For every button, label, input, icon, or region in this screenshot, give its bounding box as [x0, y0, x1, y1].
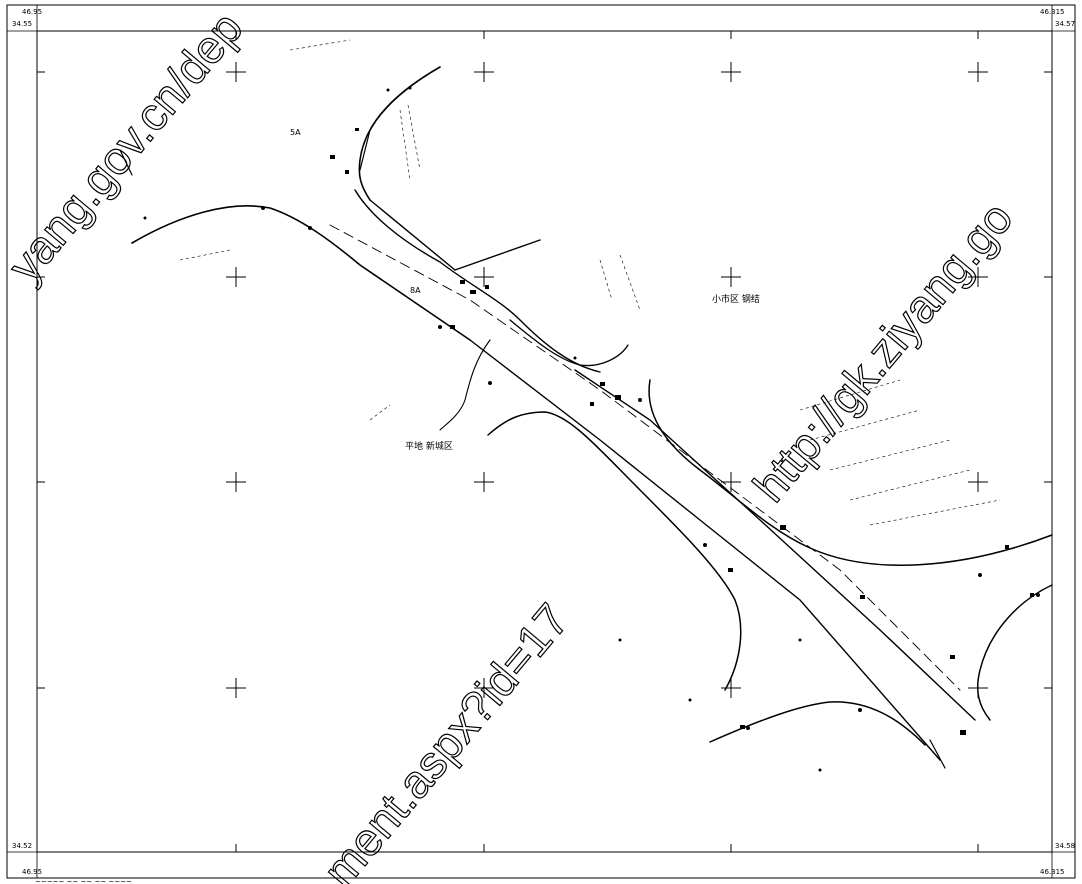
corner-coordinates: 46.95 34.55 46.315 34.57 34.52 46.95 34.… — [12, 8, 1075, 876]
footer-note: ~~~~~ ~~ ~~ ~~ ~~~~ — [35, 878, 132, 884]
sheet-border — [6, 4, 1076, 879]
corner-br-inner: 34.58 — [1055, 842, 1075, 850]
watermark-top: yang.gov.cn/dep — [0, 2, 252, 291]
corner-br-outer: 46.315 — [1040, 868, 1065, 876]
corner-tr-inner: 34.57 — [1055, 20, 1075, 28]
area-labels: 5A 8A 小市区 钢结 平地 新城区 — [290, 128, 760, 452]
label-district-right: 小市区 钢结 — [712, 293, 760, 305]
building-outlines — [179, 39, 1001, 526]
label-district-center: 平地 新城区 — [405, 440, 453, 452]
watermarks: yang.gov.cn/dep http://gk.ziyang.go ment… — [0, 1, 1023, 884]
label-area-5a: 5A — [290, 128, 301, 137]
label-area-8a: 8A — [410, 286, 421, 295]
grid-crosses — [37, 31, 1052, 852]
corner-tr-outer: 46.315 — [1040, 8, 1065, 16]
watermark-right: http://gk.ziyang.go — [743, 192, 1023, 511]
corner-tl-inner: 34.55 — [12, 20, 32, 28]
road-network — [119, 66, 1053, 769]
corner-bl-outer: 46.95 — [22, 868, 42, 876]
corner-tl-outer: 46.95 — [22, 8, 42, 16]
corner-bl-inner: 34.52 — [12, 842, 32, 850]
map-symbols — [143, 86, 1040, 772]
watermark-center: ment.aspx?id=17 — [313, 594, 579, 884]
